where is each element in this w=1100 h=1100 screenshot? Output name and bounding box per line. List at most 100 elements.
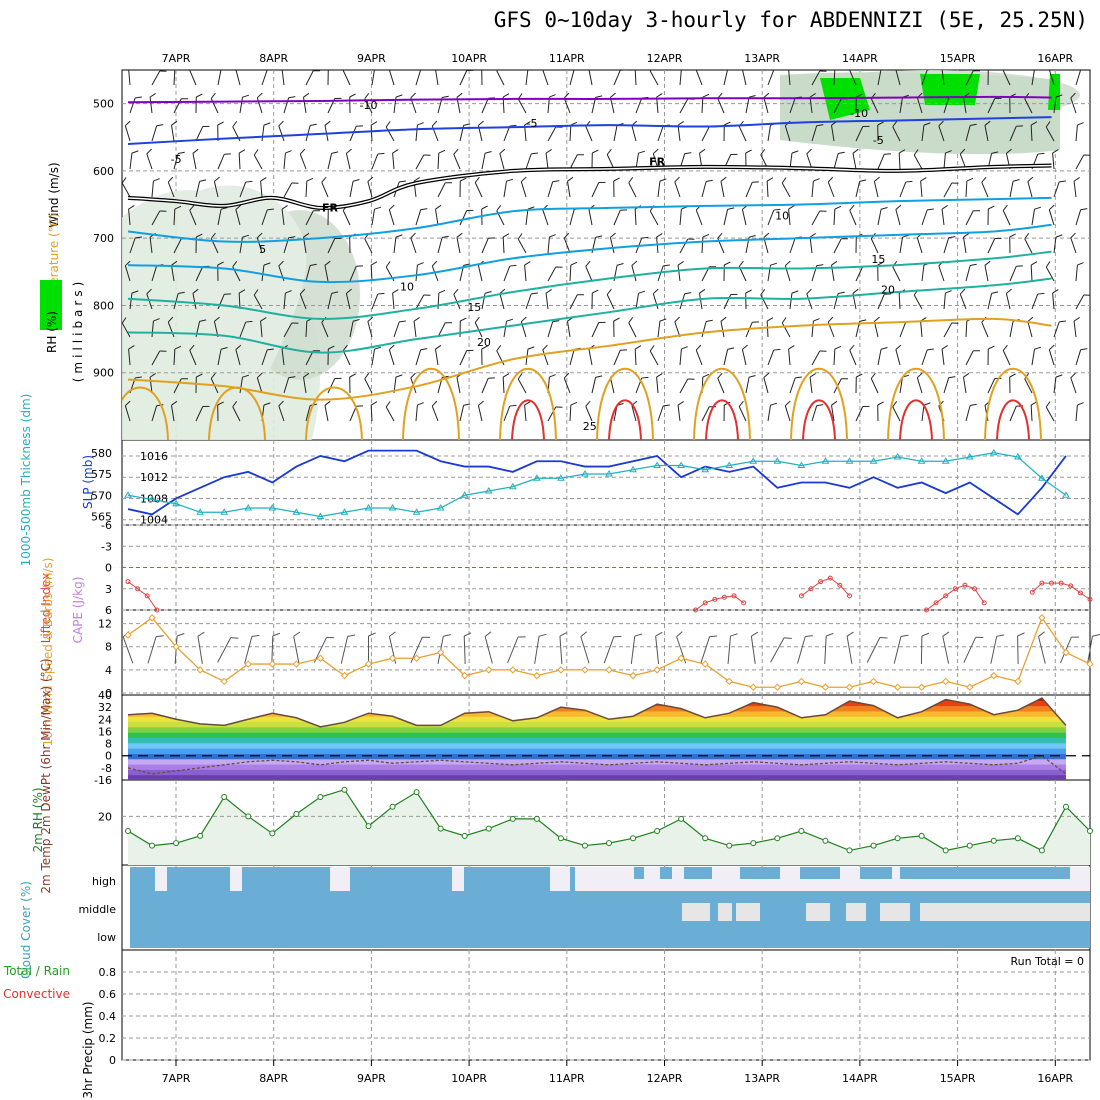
rh2m-point (1062, 803, 1069, 810)
slp-tick: 1016 (140, 450, 168, 463)
isotherm-label: 15 (871, 253, 885, 266)
temperature-band (128, 742, 1066, 749)
date-tick-top: 11APR (549, 52, 585, 65)
date-tick-top: 10APR (451, 52, 487, 65)
wind-barb (811, 350, 827, 366)
wind-barb (559, 632, 567, 665)
rh2m-point (966, 842, 973, 849)
wind-barb (520, 176, 527, 198)
isotherm-line (984, 367, 1042, 440)
thickness-point (340, 508, 349, 515)
wind-barb (283, 96, 296, 114)
wind-speed-point (388, 654, 397, 662)
rh2m-point (1038, 847, 1045, 854)
wind-barb (124, 260, 131, 282)
wind-barb (849, 204, 857, 226)
wind10m-panel: 0 4 8 12 10m Wind Speed & Barbs (m/s) (41, 558, 1100, 746)
wind-barb (371, 206, 382, 226)
wind-barb (415, 294, 431, 310)
wind-barb (1027, 176, 1034, 198)
wind-barb (173, 151, 185, 170)
wind-barb (811, 318, 820, 338)
wind-barb (122, 177, 131, 198)
wind-speed-point (485, 666, 493, 674)
wind-barb (763, 232, 770, 254)
wind-barb (192, 288, 199, 310)
pressure-tick: 900 (93, 367, 114, 380)
wind-barb (502, 233, 510, 254)
rh2m-point (846, 847, 853, 854)
wind-barb (547, 234, 556, 254)
isotherm-label: 5 (259, 243, 266, 256)
upper-air-panel: -10 -10 -5 -5 -5 FR FR 5 10 10 15 15 20 20 25 (122, 70, 1090, 440)
wind-barb (679, 70, 682, 86)
wind-barb (481, 345, 488, 366)
wind-barb (591, 95, 603, 114)
wind-barb (129, 290, 139, 310)
wind-barb (987, 205, 995, 226)
wind-barb (827, 176, 835, 198)
li-point (1068, 583, 1074, 589)
wind-barb (525, 292, 538, 310)
thickness-point (749, 457, 758, 464)
date-tick-top: 9APR (357, 52, 386, 65)
wind-barb (385, 121, 395, 142)
cloud-high-fill (740, 867, 760, 879)
wind-barb (695, 204, 703, 226)
wind-barb (567, 316, 574, 338)
wind-barb (195, 179, 207, 198)
wind-barb (547, 406, 563, 422)
rh2m-point (341, 786, 348, 793)
wind-barb (965, 317, 974, 338)
wind-barb (1009, 125, 1023, 142)
rh2m-point (317, 794, 324, 800)
wind-barb (855, 405, 870, 422)
temperature-band (128, 774, 1066, 780)
wind-barb (921, 70, 934, 86)
wind-barb (415, 208, 428, 226)
thickness-point (268, 504, 277, 511)
wind-barb (499, 148, 506, 170)
wind-barb (569, 261, 578, 282)
date-tick-top: 15APR (940, 52, 976, 65)
temp-tick: -16 (94, 774, 112, 787)
wind-barb (261, 70, 274, 86)
precip-tick: 0 (109, 1054, 116, 1067)
wind-barb (811, 264, 824, 282)
wind-barb (503, 318, 514, 338)
wind-barb (235, 70, 241, 86)
rh2m-panel: 20 2m RH (%) (31, 786, 1093, 865)
series-line-thickness (127, 452, 1067, 518)
precip-panel: 0 0.2 0.4 0.6 0.8 Run Total = 0 Total / Rain Co… (3, 955, 1090, 1099)
rh2m-axis-label: 2m RH (%) (31, 787, 45, 852)
wind-barb (811, 210, 827, 226)
wind-barb (781, 317, 791, 338)
wind-speed-point (509, 666, 517, 674)
wind-barb (192, 148, 199, 170)
wind-barb (809, 92, 816, 114)
wind-barb (481, 237, 495, 254)
wind-barb (613, 403, 624, 422)
wind-barb (415, 262, 424, 282)
cloud-cover-panel: high middle low Cloud Cover (%) (19, 867, 1090, 979)
wind-barb (921, 208, 934, 226)
wind-barb (235, 204, 242, 226)
wind-speed-point (196, 666, 204, 674)
cape-axis-label: CAPE (J/kg) (71, 577, 85, 644)
cloud-high-fill (1010, 867, 1070, 879)
wind-barb (656, 373, 663, 394)
wind-barb (171, 400, 178, 422)
wind-barb (656, 93, 663, 114)
wind-barb (481, 291, 492, 310)
wind-barb (481, 377, 495, 394)
wind-barb (340, 634, 356, 664)
rh2m-point (726, 842, 733, 849)
cloud-mid-gap (880, 903, 910, 921)
thickness-point (172, 499, 180, 507)
wind-barb (431, 120, 439, 142)
rh2m-point (654, 828, 661, 834)
wind-barb (833, 70, 836, 86)
thickness-point (388, 504, 397, 511)
wind-barb (195, 373, 203, 394)
